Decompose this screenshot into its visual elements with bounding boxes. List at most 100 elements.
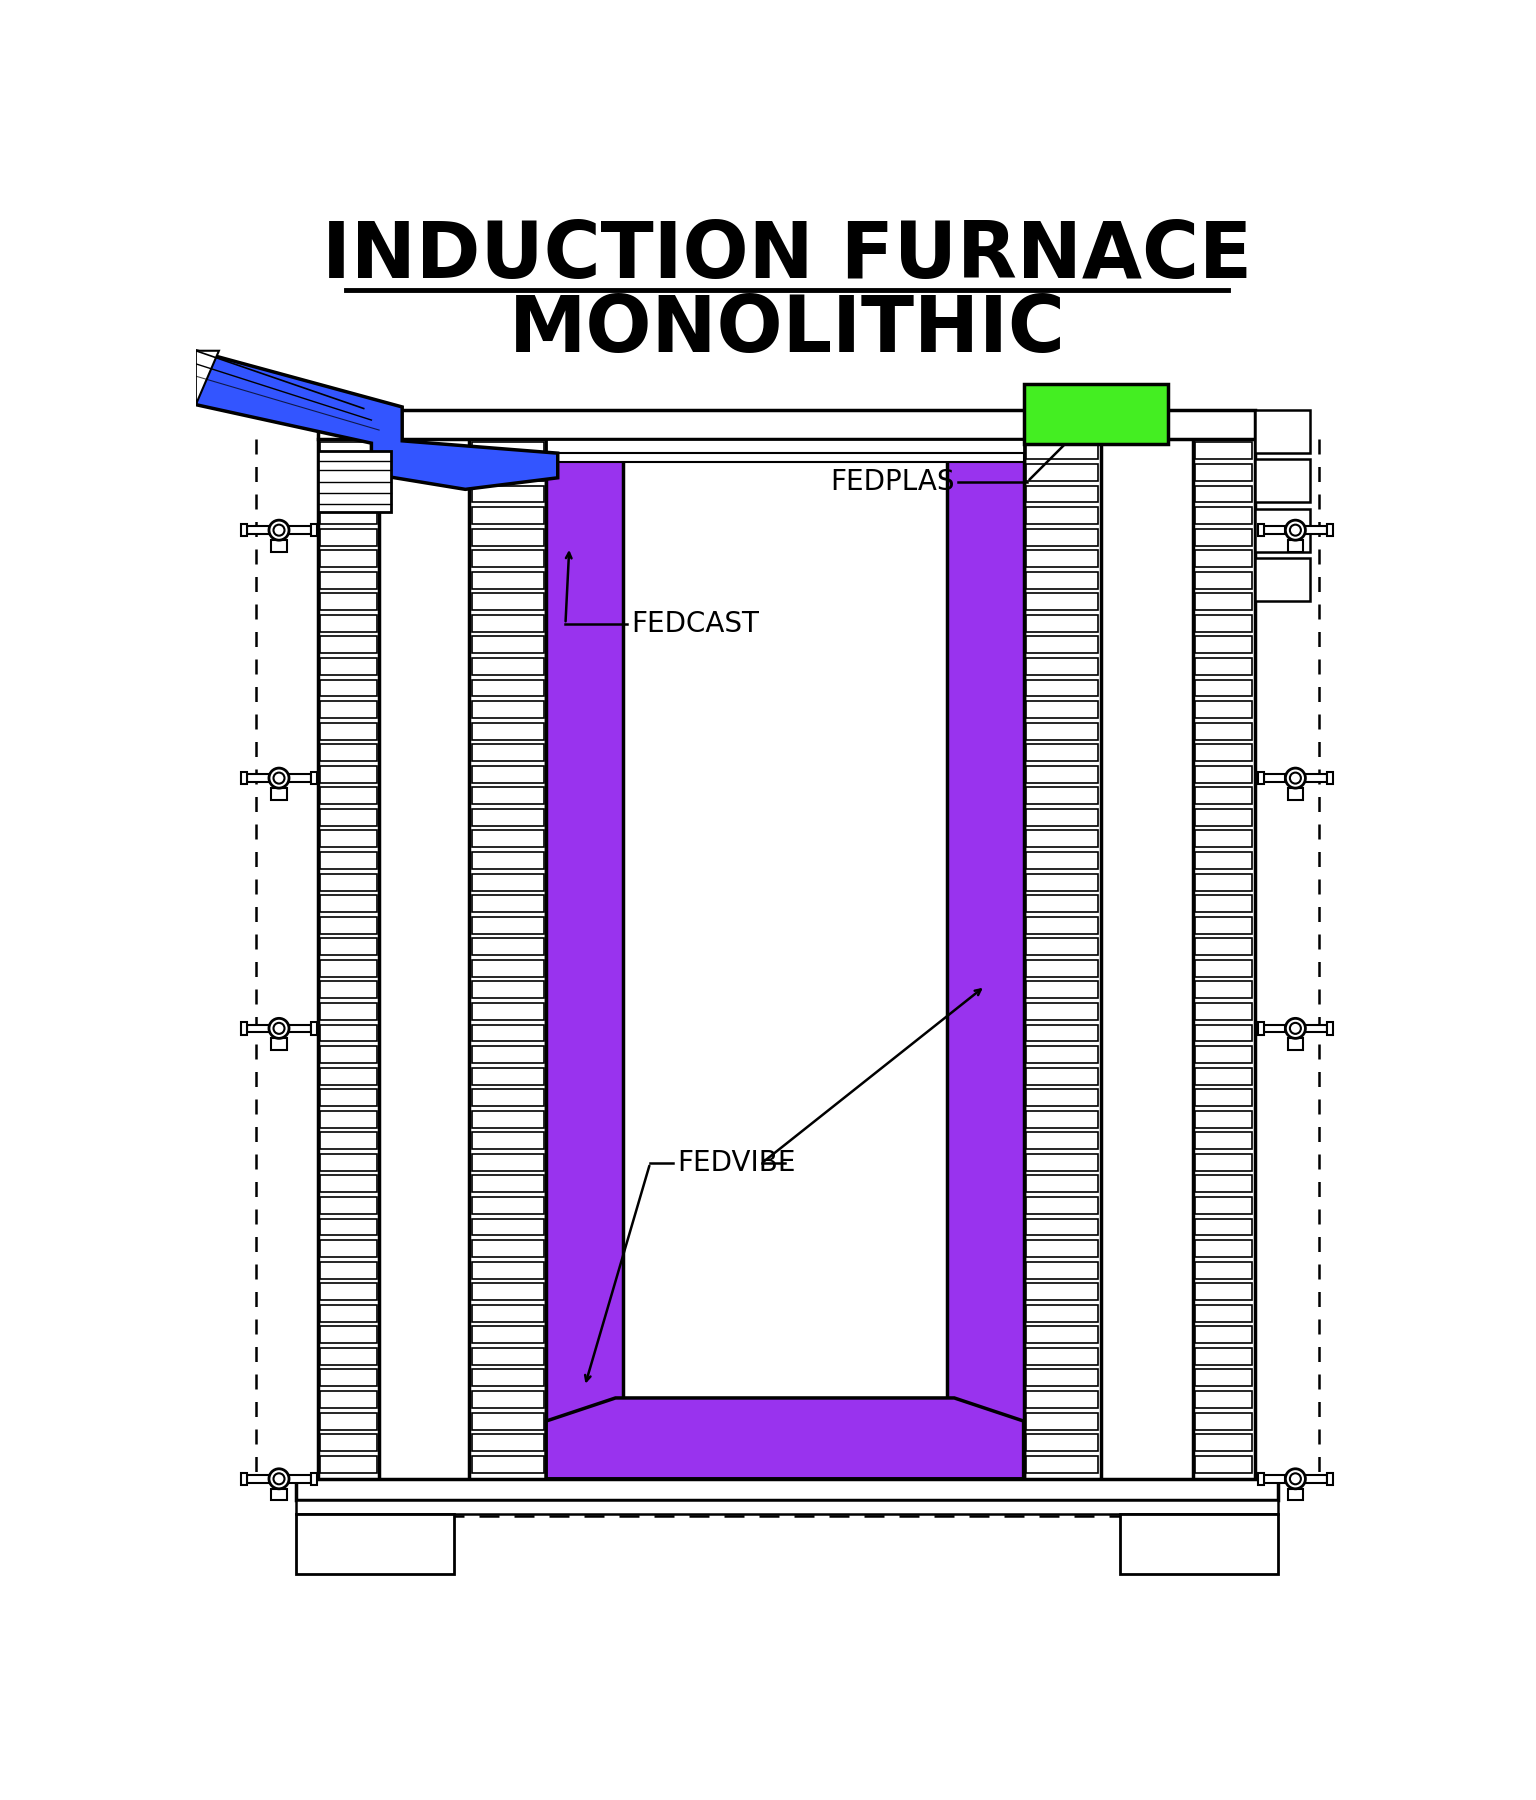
Circle shape [1286,1469,1306,1489]
Bar [1026,616,1098,632]
Bar [289,774,310,781]
Bar [472,1111,544,1127]
Polygon shape [197,351,558,490]
Bar [319,1305,376,1321]
Bar [319,959,376,977]
Bar [319,938,376,956]
Bar [318,410,1255,439]
Bar [1026,700,1098,718]
Bar [1026,551,1098,567]
Bar [1195,443,1252,459]
Text: INDUCTION FURNACE: INDUCTION FURNACE [323,218,1252,293]
Bar [1195,1111,1252,1127]
Bar [1195,1067,1252,1085]
Circle shape [1286,520,1306,540]
Bar [319,700,376,718]
Bar [1026,1089,1098,1107]
Bar [472,659,544,675]
Bar [1026,1370,1098,1386]
Bar [1195,551,1252,567]
Bar [319,1175,376,1192]
Bar [272,788,287,799]
Bar [1195,1348,1252,1364]
Bar [1264,1474,1286,1483]
Bar [1026,1197,1098,1213]
Bar [1023,383,1167,445]
Bar [1026,743,1098,761]
Bar [1026,851,1098,869]
Bar [472,1348,544,1364]
Bar [1255,509,1310,553]
Bar [1026,916,1098,934]
Bar [472,851,544,869]
Bar [1026,1111,1098,1127]
Bar [472,743,544,761]
Bar [1327,1022,1333,1035]
Bar [472,616,544,632]
Circle shape [1286,1019,1306,1039]
Bar [1026,1262,1098,1278]
Bar [1195,1154,1252,1170]
Bar [319,1456,376,1472]
Bar [319,916,376,934]
Bar [472,572,544,589]
Bar [1026,1024,1098,1042]
Bar [1026,529,1098,545]
Bar [1026,1348,1098,1364]
Bar [472,1413,544,1429]
Bar [1026,1391,1098,1408]
Bar [472,594,544,610]
Bar [472,1067,544,1085]
Bar [1195,1240,1252,1256]
Bar [272,540,287,553]
Bar [1287,1489,1303,1501]
Bar [1026,1154,1098,1170]
Bar [319,1003,376,1021]
Bar [1026,464,1098,481]
Bar [1026,959,1098,977]
Bar [472,1024,544,1042]
Bar [241,524,247,536]
Circle shape [1290,772,1301,783]
Bar [1195,787,1252,805]
Bar [1195,680,1252,697]
Bar [1195,743,1252,761]
Bar [1026,1046,1098,1064]
Bar [472,700,544,718]
Bar [472,916,544,934]
Bar [319,1413,376,1429]
Circle shape [273,1022,284,1033]
Bar [1195,1370,1252,1386]
Circle shape [1290,1472,1301,1485]
Circle shape [273,524,284,536]
Bar [1195,830,1252,848]
Bar [472,895,544,913]
Bar [472,443,544,459]
Bar [1026,873,1098,891]
Bar [241,1472,247,1485]
Bar [1120,1514,1278,1575]
Bar [319,551,376,567]
Bar [1195,1305,1252,1321]
Bar [1195,916,1252,934]
Bar [472,637,544,653]
Bar [1195,464,1252,481]
Bar [547,454,1023,463]
Bar [547,439,624,1480]
Circle shape [269,1019,289,1039]
Bar [472,508,544,524]
Bar [319,529,376,545]
Bar [1026,830,1098,848]
Bar [1026,1175,1098,1192]
Bar [472,808,544,826]
Bar [472,787,544,805]
Bar [1306,1024,1327,1031]
Bar [1327,1472,1333,1485]
Bar [1026,1132,1098,1148]
Bar [1264,774,1286,781]
Bar [547,439,1023,454]
Bar [1195,1435,1252,1451]
Bar [241,772,247,785]
Bar [472,1370,544,1386]
Circle shape [273,1472,284,1485]
